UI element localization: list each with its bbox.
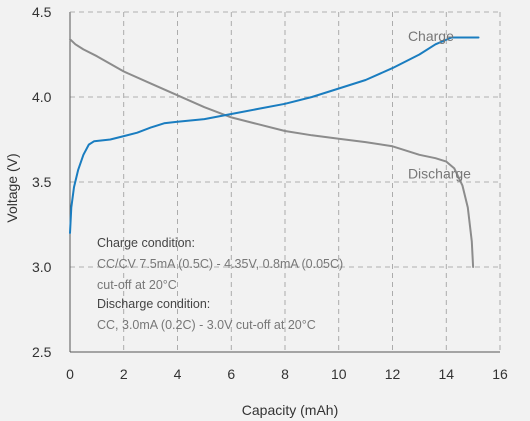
x-axis-label: Capacity (mAh) (242, 402, 338, 418)
charge-condition-heading: Charge condition: (97, 236, 195, 250)
charge-condition-line-1: CC/CV 7.5mA (0.5C) - 4.35V, 0.8mA (0.05C… (97, 257, 343, 271)
x-tick-label: 10 (331, 366, 347, 382)
x-tick-label: 16 (492, 366, 508, 382)
x-tick-label: 8 (281, 366, 289, 382)
x-tick-label: 12 (385, 366, 401, 382)
charge-condition-line-2: cut-off at 20°C (97, 278, 177, 292)
discharge-condition-line-1: CC, 3.0mA (0.2C) - 3.0V cut-off at 20°C (97, 318, 316, 332)
series-label: Charge (408, 28, 454, 44)
y-tick-label: 3.5 (32, 174, 52, 190)
y-tick-label: 3.0 (32, 259, 52, 275)
series-labels: Charge Discharge (408, 28, 471, 182)
x-tick-label: 14 (438, 366, 454, 382)
series-label: Discharge (408, 166, 471, 182)
x-tick-label: 6 (227, 366, 235, 382)
discharge-condition-heading: Discharge condition: (97, 297, 210, 311)
y-tick-label: 4.5 (32, 4, 52, 20)
series-lines (69, 36, 480, 268)
y-tick-label: 4.0 (32, 89, 52, 105)
conditions-note: Charge condition: CC/CV 7.5mA (0.5C) - 4… (97, 236, 343, 332)
charge-line (69, 36, 480, 234)
x-tick-label: 4 (174, 366, 182, 382)
grid-lines (70, 12, 500, 352)
y-axis-label: Voltage (V) (4, 153, 20, 222)
plot-frame (69, 11, 501, 353)
tick-labels: 0 2 4 6 8 10 12 14 16 2.5 3.0 3.5 4.0 4.5 (32, 4, 508, 382)
discharge-line (69, 38, 475, 268)
x-tick-label: 2 (120, 366, 128, 382)
y-tick-label: 2.5 (32, 344, 52, 360)
x-tick-label: 0 (66, 366, 74, 382)
